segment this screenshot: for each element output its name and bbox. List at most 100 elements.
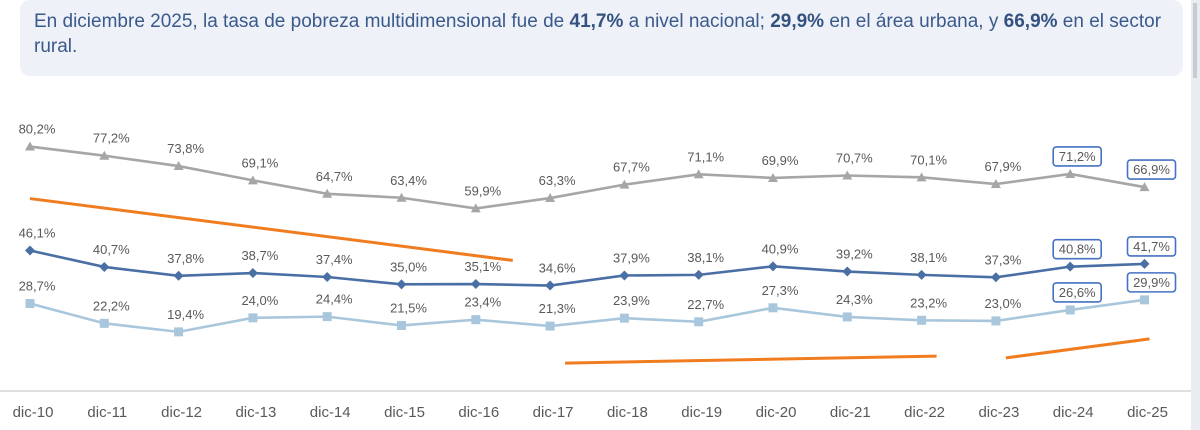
data-label-nacional-dic-14: 37,4% [316, 252, 353, 267]
x-tick-dic-25: dic-25 [1127, 404, 1168, 421]
marker-urbana-dic-11 [99, 318, 109, 328]
headline-value-urbana: 29,9% [770, 11, 825, 32]
series-line-urbana [29, 298, 1145, 334]
x-tick-dic-18: dic-18 [607, 404, 648, 421]
x-tick-dic-22: dic-22 [904, 404, 945, 421]
marker-nacional-dic-24 [1065, 261, 1076, 272]
marker-nacional-dic-25 [1139, 258, 1150, 269]
trend-line-1 [565, 354, 937, 365]
marker-rural-dic-16 [470, 203, 481, 213]
marker-urbana-dic-20 [768, 303, 778, 313]
marker-urbana-dic-12 [174, 327, 184, 337]
marker-nacional-dic-18 [619, 270, 630, 281]
marker-rural-dic-22 [916, 172, 927, 182]
marker-rural-dic-23 [990, 179, 1001, 189]
data-label-rural-dic-16: 59,9% [464, 183, 501, 198]
data-label-nacional-dic-10: 46,1% [19, 225, 56, 240]
x-tick-dic-19: dic-19 [681, 404, 722, 421]
series-line-nacional [29, 249, 1145, 287]
marker-rural-dic-19 [693, 169, 704, 179]
headline-text-4: en el sector rural. [34, 11, 1162, 57]
data-label-nacional-dic-22: 38,1% [910, 250, 947, 265]
series-lines [29, 145, 1145, 334]
data-label-rural-dic-13: 69,1% [241, 155, 278, 170]
marker-rural-dic-10 [25, 141, 35, 151]
data-label-urbana-dic-10: 28,7% [19, 279, 56, 294]
x-axis-ticks: dic-10 dic-11 dic-12 dic-13 dic-14 dic-15 dic-… [13, 404, 1168, 421]
data-label-urbana-dic-12: 19,4% [167, 307, 204, 322]
headline-value-rural: 66,9% [1003, 11, 1058, 32]
data-label-nacional-dic-24: 40,8% [1059, 242, 1096, 257]
data-label-rural-dic-23: 67,9% [984, 159, 1021, 174]
data-label-rural-dic-20: 69,9% [762, 153, 799, 168]
marker-rural-dic-15 [396, 192, 407, 202]
marker-urbana-dic-21 [842, 312, 852, 322]
data-label-nacional-dic-15: 35,0% [390, 259, 427, 274]
data-label-urbana-dic-15: 21,5% [390, 300, 427, 315]
marker-nacional-dic-21 [842, 266, 853, 277]
data-label-urbana-dic-20: 27,3% [762, 283, 799, 298]
marker-nacional-dic-12 [173, 270, 184, 281]
marker-rural-dic-12 [173, 161, 184, 171]
data-label-rural-dic-21: 70,7% [836, 151, 873, 166]
highlight-box-urbana-dic-25 [1126, 272, 1177, 293]
marker-nacional-dic-15 [396, 279, 407, 290]
x-tick-dic-21: dic-21 [830, 404, 871, 421]
data-label-rural-dic-15: 63,4% [390, 173, 427, 188]
series-line-rural [29, 145, 1145, 210]
marker-urbana-dic-24 [1065, 305, 1075, 315]
data-label-rural-dic-17: 63,3% [539, 173, 576, 188]
highlight-box-rural-dic-25 [1126, 159, 1177, 180]
marker-urbana-dic-14 [322, 312, 332, 322]
marker-urbana-dic-18 [619, 313, 629, 323]
data-label-rural-dic-11: 77,2% [93, 131, 130, 146]
marker-urbana-dic-22 [917, 315, 927, 325]
marker-rural-dic-21 [842, 170, 853, 180]
marker-rural-dic-17 [545, 193, 556, 203]
x-tick-dic-16: dic-16 [458, 404, 499, 421]
scrollbar[interactable] [1191, 0, 1200, 430]
x-tick-dic-17: dic-17 [533, 404, 574, 421]
marker-urbana-dic-19 [694, 317, 704, 327]
x-tick-dic-11: dic-11 [87, 404, 127, 421]
data-label-rural-dic-25: 66,9% [1133, 162, 1170, 177]
data-label-urbana-dic-14: 24,4% [316, 292, 353, 307]
marker-nacional-dic-10 [25, 245, 35, 256]
marker-nacional-dic-19 [693, 269, 704, 280]
x-tick-dic-14: dic-14 [310, 404, 351, 421]
data-label-nacional-dic-21: 39,2% [836, 247, 873, 262]
marker-nacional-dic-20 [768, 261, 778, 272]
trend-line-0 [29, 197, 513, 262]
data-label-urbana-dic-16: 23,4% [464, 295, 501, 310]
marker-rural-dic-14 [322, 188, 333, 198]
marker-urbana-dic-16 [471, 315, 481, 325]
data-label-urbana-dic-23: 23,0% [984, 296, 1021, 311]
data-label-urbana-dic-25: 29,9% [1133, 275, 1170, 290]
marker-urbana-dic-25 [1140, 295, 1149, 305]
x-tick-dic-10: dic-10 [13, 404, 54, 421]
data-label-urbana-dic-24: 26,6% [1059, 285, 1096, 300]
data-label-rural-dic-22: 70,1% [910, 152, 947, 167]
marker-rural-dic-11 [99, 150, 110, 160]
data-label-urbana-dic-11: 22,2% [93, 298, 130, 313]
marker-rural-dic-13 [247, 175, 258, 185]
data-label-nacional-dic-17: 34,6% [539, 261, 576, 276]
marker-urbana-dic-15 [397, 320, 406, 330]
headline-text-1: En diciembre 2025, la tasa de pobreza mu… [34, 11, 570, 32]
headline-value-nacional: 41,7% [569, 11, 624, 32]
scrollbar-thumb[interactable] [1193, 3, 1197, 78]
headline-text-3: en el área urbana, y [824, 11, 1004, 32]
data-label-urbana-dic-19: 22,7% [687, 297, 724, 312]
marker-urbana-dic-17 [545, 321, 555, 331]
highlight-box-rural-dic-24 [1052, 146, 1102, 167]
series-markers [25, 141, 1150, 337]
data-label-rural-dic-24: 71,2% [1059, 149, 1096, 164]
highlight-box-urbana-dic-24 [1052, 282, 1102, 303]
marker-nacional-dic-16 [470, 279, 481, 290]
marker-rural-dic-18 [619, 179, 630, 189]
marker-rural-dic-20 [768, 172, 778, 182]
data-label-nacional-dic-20: 40,9% [762, 241, 799, 256]
trend-lines [29, 197, 1150, 365]
data-label-nacional-dic-23: 37,3% [984, 252, 1021, 267]
data-label-rural-dic-18: 67,7% [613, 160, 650, 175]
